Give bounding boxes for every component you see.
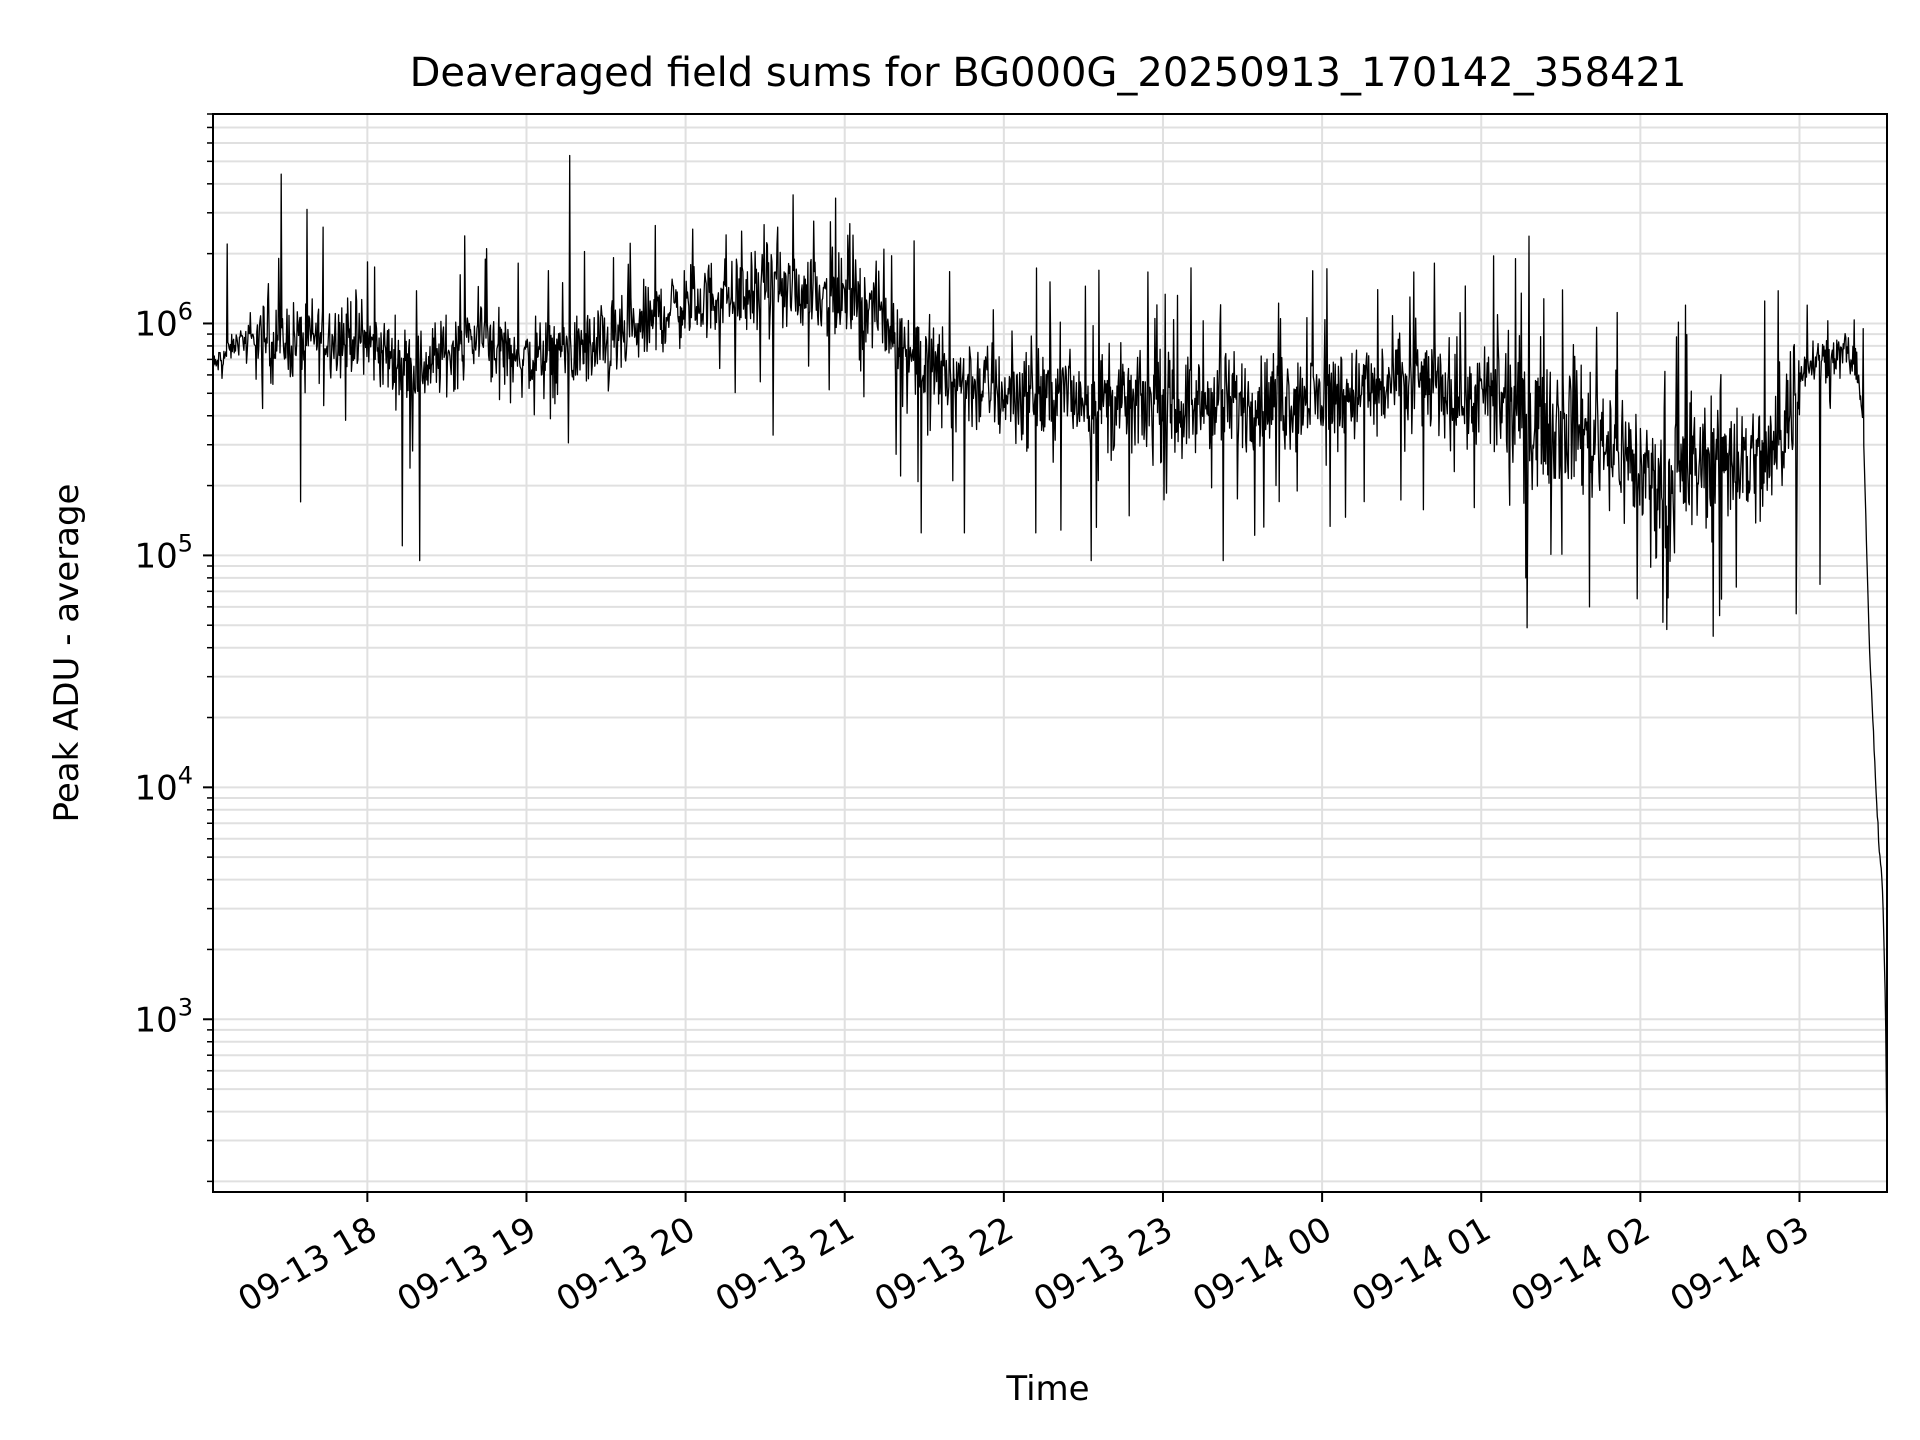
grid [213,113,1887,1192]
series-line [212,154,1888,1161]
series-line-group [212,154,1888,1161]
y-tick-label: 104 [134,761,193,808]
y-axis-label: Peak ADU - average [47,484,87,823]
y-tick-label: 103 [134,993,193,1040]
x-axis-label: Time [1005,1369,1089,1409]
chart-title: Deaveraged field sums for BG000G_2025091… [410,50,1687,96]
y-axis-ticks: 103 104 105 106 [134,113,213,1183]
y-tick-label: 106 [134,297,193,344]
plot-area-frame [212,113,1888,1193]
y-tick-label: 105 [134,529,193,576]
